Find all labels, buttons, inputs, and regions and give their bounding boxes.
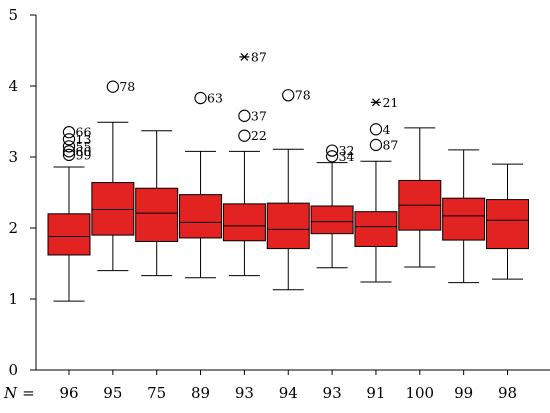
iqr-box <box>91 182 135 236</box>
iqr-box <box>135 187 179 242</box>
n-value-label: 93 <box>323 384 342 402</box>
outlier-label: 13 <box>76 132 92 147</box>
n-value-label: 95 <box>103 384 122 402</box>
y-tick-label: 5 <box>8 6 18 24</box>
outlier-circle <box>194 91 207 105</box>
outlier-label: 4 <box>382 122 390 137</box>
box-group: 21 487 <box>354 95 398 283</box>
outlier-label: 37 <box>251 108 267 123</box>
outlier-label: 32 <box>339 143 355 158</box>
outlier-label: 78 <box>119 79 135 94</box>
iqr-box <box>354 211 398 247</box>
outlier-circle <box>325 150 339 163</box>
outlier-circle <box>238 109 251 122</box>
box-group <box>442 149 486 284</box>
y-tick-label: 0 <box>8 361 18 379</box>
outlier-circle <box>369 138 383 152</box>
y-tick-label: 2 <box>8 219 18 237</box>
outlier-circle <box>325 144 339 157</box>
box-group: 87 37 22 <box>222 49 267 277</box>
outlier-label: 21 <box>382 95 398 110</box>
outlier-circle <box>282 89 295 102</box>
outlier-circle <box>62 145 76 158</box>
outlier-label: 34 <box>339 149 355 164</box>
outlier-label: 60 <box>76 144 92 159</box>
outlier-circle <box>62 125 76 139</box>
iqr-box <box>179 194 223 239</box>
n-value-label: 98 <box>498 384 517 402</box>
extreme-outlier-star <box>370 98 381 107</box>
extreme-outlier-star <box>239 52 250 61</box>
box-group <box>486 163 529 280</box>
y-tick-label: 3 <box>8 148 18 166</box>
n-prefix: N <box>3 384 18 402</box>
outlier-label: 78 <box>295 88 311 103</box>
outlier-circle <box>238 129 251 142</box>
box-group <box>135 130 179 277</box>
outlier-label: 63 <box>207 91 223 106</box>
iqr-box <box>442 197 486 241</box>
y-tick-label: 1 <box>8 290 18 308</box>
box-group: 78 <box>91 79 135 272</box>
box-group <box>398 127 442 268</box>
outlier-label: 66 <box>76 125 92 140</box>
n-value-label: 100 <box>405 384 434 402</box>
n-value-label: 99 <box>454 384 473 402</box>
outlier-circle <box>62 148 76 162</box>
box-group: 63 <box>179 91 223 279</box>
n-value-label: 93 <box>235 384 254 402</box>
outlier-label: 22 <box>251 128 267 143</box>
outlier-label: 87 <box>382 137 398 152</box>
n-value-label: 96 <box>59 384 78 402</box>
x-labels: N = 96 95 75 89 93 94 93 91 100 99 98 <box>3 370 517 402</box>
y-ticks: 0 1 2 3 4 5 <box>8 6 36 379</box>
n-equals: = <box>22 384 35 402</box>
n-value-label: 89 <box>191 384 210 402</box>
outlier-label: 55 <box>76 139 92 154</box>
outlier-circle <box>369 123 383 136</box>
n-label: N = <box>3 384 35 402</box>
iqr-box <box>47 213 91 256</box>
n-value-label: 91 <box>366 384 385 402</box>
y-tick-label: 4 <box>8 77 18 95</box>
iqr-box <box>266 202 310 250</box>
iqr-box <box>310 205 354 235</box>
outlier-label: 87 <box>251 49 267 64</box>
outlier-circle <box>106 80 119 93</box>
outlier-circle <box>62 140 76 153</box>
box-group: 78 <box>266 88 311 291</box>
axes <box>35 15 550 371</box>
iqr-box <box>486 199 529 250</box>
iqr-box <box>222 203 266 242</box>
outlier-label: 99 <box>76 147 92 162</box>
outlier-circle <box>62 133 76 146</box>
n-value-label: 94 <box>279 384 298 402</box>
n-value-label: 75 <box>147 384 166 402</box>
